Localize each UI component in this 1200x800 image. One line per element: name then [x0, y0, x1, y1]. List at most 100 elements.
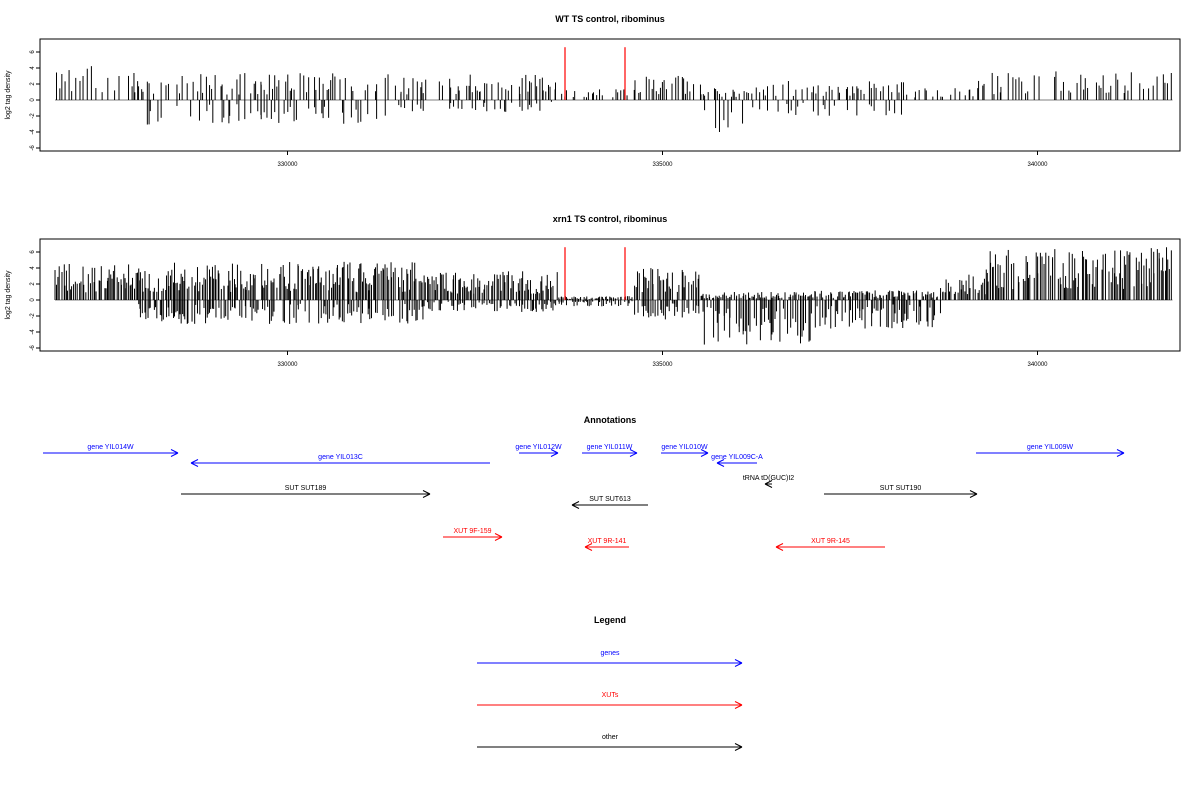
arrow-head [1116, 452, 1125, 457]
annotation-label: XUT 9R-145 [811, 538, 850, 545]
wt-track-panel: WT TS control, ribominus 6 4 2 0 -2 -4 -6 log2 t… [5, 14, 1181, 168]
arrow-head [764, 483, 773, 488]
annotations-title: Annotations [584, 415, 637, 425]
arrow-head [422, 490, 431, 495]
arrow-head [1116, 449, 1125, 454]
annotation-label: tRNA tD(GUC)I2 [743, 475, 794, 482]
arrow-head [764, 480, 773, 485]
arrow-head [969, 490, 978, 495]
annotation-label: SUT SUT613 [589, 496, 631, 503]
y-tick-label: 0 [30, 98, 36, 102]
plot-frame [39, 38, 1181, 152]
y-tick-label: -6 [30, 145, 36, 151]
arrow-head [550, 449, 559, 454]
arrow-head [629, 449, 638, 454]
density-bars [56, 66, 1172, 132]
y-tick-label: 0 [30, 298, 36, 302]
annotation-label: gene YIL012W [515, 444, 562, 451]
annotation-arrow [181, 490, 431, 498]
x-tick-label: 330000 [277, 362, 298, 368]
y-axis-label: log2 tag density [5, 70, 12, 120]
arrow-head [716, 459, 725, 464]
annotation-arrow [571, 501, 648, 509]
arrow-head [734, 659, 743, 664]
arrow-head [584, 543, 593, 548]
legend-label: other [602, 734, 619, 741]
y-tick-label: -2 [30, 113, 36, 119]
legend-panel: Legend genes XUTs other [477, 615, 743, 751]
annotation-label: gene YIL009C-A [711, 454, 763, 461]
legend-arrow [477, 659, 743, 667]
arrow-head [422, 493, 431, 498]
plot-frame [39, 238, 1181, 352]
legend-label: XUTs [602, 692, 619, 699]
arrow-head [584, 546, 593, 551]
y-tick-label: 2 [30, 282, 36, 286]
arrow-head [734, 662, 743, 667]
x-tick-label: 340000 [1027, 362, 1048, 368]
legend-title: Legend [594, 615, 626, 625]
annotation-arrow [43, 449, 179, 457]
annotation-arrow [582, 449, 638, 457]
legend-arrow [477, 743, 743, 751]
annotation-label: gene YIL014W [87, 444, 134, 451]
arrow-head [550, 452, 559, 457]
annotation-label: gene YIL013C [318, 454, 363, 461]
y-tick-label: 4 [30, 266, 36, 270]
annotation-label: gene YIL009W [1027, 444, 1074, 451]
annotation-label: XUT 9F-159 [454, 528, 492, 535]
annotation-label: SUT SUT190 [880, 485, 922, 492]
arrow-head [734, 701, 743, 706]
y-tick-label: -2 [30, 313, 36, 319]
annotation-arrow [519, 449, 559, 457]
x-tick-label: 330000 [277, 162, 298, 168]
xrn1-track-panel: xrn1 TS control, ribominus 6 4 2 0 -2 -4 -6 log2… [5, 214, 1181, 368]
legend-arrow [477, 701, 743, 709]
chart-title: WT TS control, ribominus [555, 14, 665, 24]
arrow-head [775, 543, 784, 548]
x-tick-label: 335000 [652, 162, 673, 168]
y-axis-label: log2 tag density [5, 270, 12, 320]
arrow-head [494, 533, 503, 538]
annotation-arrow [661, 449, 709, 457]
annotation-arrow [443, 533, 503, 541]
annotations-panel: Annotations gene YIL014W gene YIL013C gene … [43, 415, 1125, 551]
arrow-head [190, 462, 199, 467]
annotation-label: gene YIL010W [661, 444, 708, 451]
annotation-arrow [764, 480, 773, 488]
legend-label: genes [600, 650, 620, 657]
arrow-head [734, 743, 743, 748]
arrow-head [734, 704, 743, 709]
arrow-head [716, 462, 725, 467]
arrow-head [571, 501, 580, 506]
arrow-head [170, 449, 179, 454]
y-tick-label: 6 [30, 50, 36, 54]
y-tick-label: 6 [30, 250, 36, 254]
x-tick-label: 340000 [1027, 162, 1048, 168]
y-tick-label: 4 [30, 66, 36, 70]
arrow-head [571, 504, 580, 509]
arrow-head [700, 449, 709, 454]
y-tick-label: 2 [30, 82, 36, 86]
annotation-label: SUT SUT189 [285, 485, 327, 492]
x-tick-label: 335000 [652, 362, 673, 368]
arrow-head [170, 452, 179, 457]
annotation-arrow [190, 459, 490, 467]
arrow-head [775, 546, 784, 551]
annotation-arrow [716, 459, 757, 467]
annotation-arrow [824, 490, 978, 498]
y-tick-label: -4 [30, 329, 36, 335]
chart-title: xrn1 TS control, ribominus [553, 214, 668, 224]
annotation-label: gene YIL011W [587, 444, 633, 451]
annotation-label: XUT 9R-141 [588, 538, 627, 545]
annotation-arrow [775, 543, 885, 551]
annotation-arrow [584, 543, 629, 551]
arrow-head [969, 493, 978, 498]
arrow-head [494, 536, 503, 541]
density-bars [54, 247, 1172, 345]
arrow-head [629, 452, 638, 457]
annotation-arrow [976, 449, 1125, 457]
arrow-head [734, 746, 743, 751]
arrow-head [700, 452, 709, 457]
